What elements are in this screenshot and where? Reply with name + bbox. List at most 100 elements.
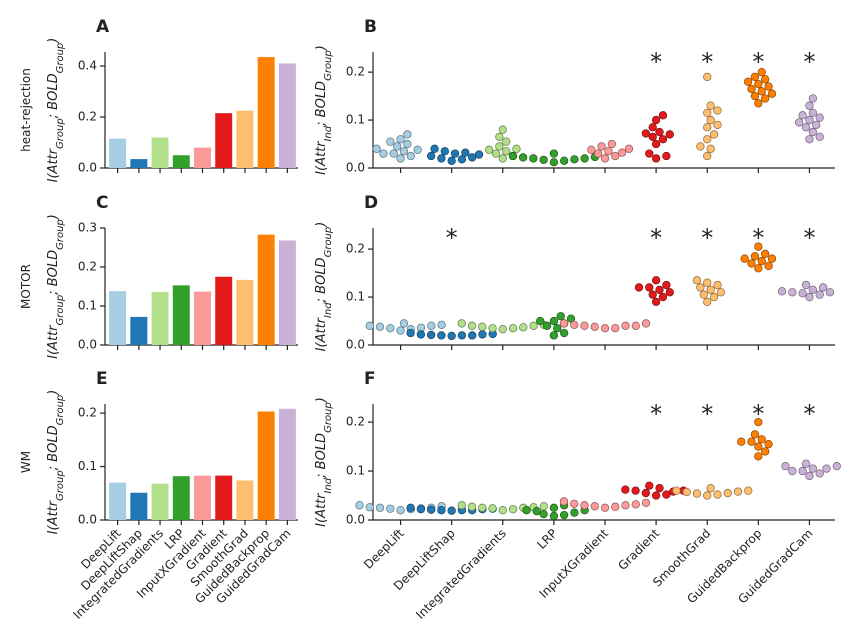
data-point [365,503,374,512]
data-point [801,280,811,290]
data-point [498,125,507,134]
data-point [767,89,777,98]
data-point [570,320,579,330]
data-point [570,508,579,517]
y-axis-label-part: ) [46,214,61,220]
y-axis-label: I(AttrGroup; BOLDGroup) [46,214,66,359]
data-point [808,464,818,473]
data-point [396,506,405,515]
data-point [539,155,548,165]
data-point [437,331,446,340]
bar [172,476,190,520]
y-tick-label: 0.0 [346,513,365,527]
data-point [665,130,674,139]
bar [278,240,296,345]
bar [257,411,275,520]
data-point [709,130,719,139]
data-point [396,135,405,144]
data-point [365,321,374,330]
significance-marker: * [803,48,815,76]
data-point [597,142,606,151]
bar [194,291,211,345]
data-point [372,144,381,153]
data-point [822,464,831,473]
y-axis-label-part: I(Attr [46,147,61,182]
y-axis-label: I(AttrInd; BOLDGroup) [314,222,334,352]
data-point [761,75,770,84]
bar [215,113,233,168]
data-point [808,94,818,103]
y-tick-label: 0.4 [78,59,97,73]
data-point [379,149,388,158]
data-point [651,276,661,285]
y-axis-label-part: ; BOLD [46,73,61,118]
y-axis-label-part: ) [46,38,61,44]
data-point [468,153,477,162]
data-point [406,151,415,161]
data-point [645,149,654,158]
data-point [594,149,603,158]
bar [130,492,148,520]
data-point [733,487,743,496]
data-point [662,280,671,290]
row-label: WM [19,451,33,473]
data-point [692,276,702,285]
data-point [805,101,814,110]
bar [215,276,233,345]
y-axis-label: I(AttrInd; BOLDGroup) [314,397,334,527]
data-point [651,491,661,500]
data-point [621,501,630,510]
y-tick-label: 0.2 [78,110,97,124]
data-point [590,322,599,331]
bar [278,63,296,168]
data-point [703,278,712,287]
data-point [631,486,640,495]
data-point [757,256,766,266]
data-point [801,123,811,132]
y-tick-label: 0.2 [346,415,365,429]
y-axis-label-part: ; BOLD [314,433,329,478]
data-point [491,149,501,158]
data-point [703,108,712,118]
data-point [375,503,385,512]
data-point [757,435,766,444]
data-point [808,285,818,295]
y-axis-label-part: Ind [323,125,334,141]
data-point [570,499,579,508]
data-point [488,324,497,333]
bar [130,159,148,168]
data-point [580,154,589,163]
data-point [437,506,446,515]
data-point [805,135,814,144]
data-point [518,153,528,162]
data-point [478,330,487,339]
data-point [502,137,511,146]
y-axis-label-part: ; BOLD [46,425,61,470]
data-point [529,321,538,330]
data-point [706,484,715,493]
significance-marker: * [650,224,662,252]
significance-marker: * [803,224,815,252]
data-point [624,144,634,153]
data-point [457,319,466,328]
bar [172,285,190,345]
bar [236,110,254,168]
data-point [502,147,511,156]
data-point [549,511,559,521]
data-point [651,139,661,149]
data-point [788,466,797,476]
panel-label: F [364,369,376,389]
significance-marker: * [701,400,713,428]
data-point [549,316,559,326]
data-point [447,331,456,341]
bar [151,483,169,520]
data-point [611,151,620,161]
y-tick-label: 0.1 [346,113,365,127]
bar [194,147,211,168]
data-point [600,324,610,333]
data-point [655,285,664,295]
data-point [815,113,824,122]
significance-marker: * [752,48,764,76]
data-point [536,316,545,326]
